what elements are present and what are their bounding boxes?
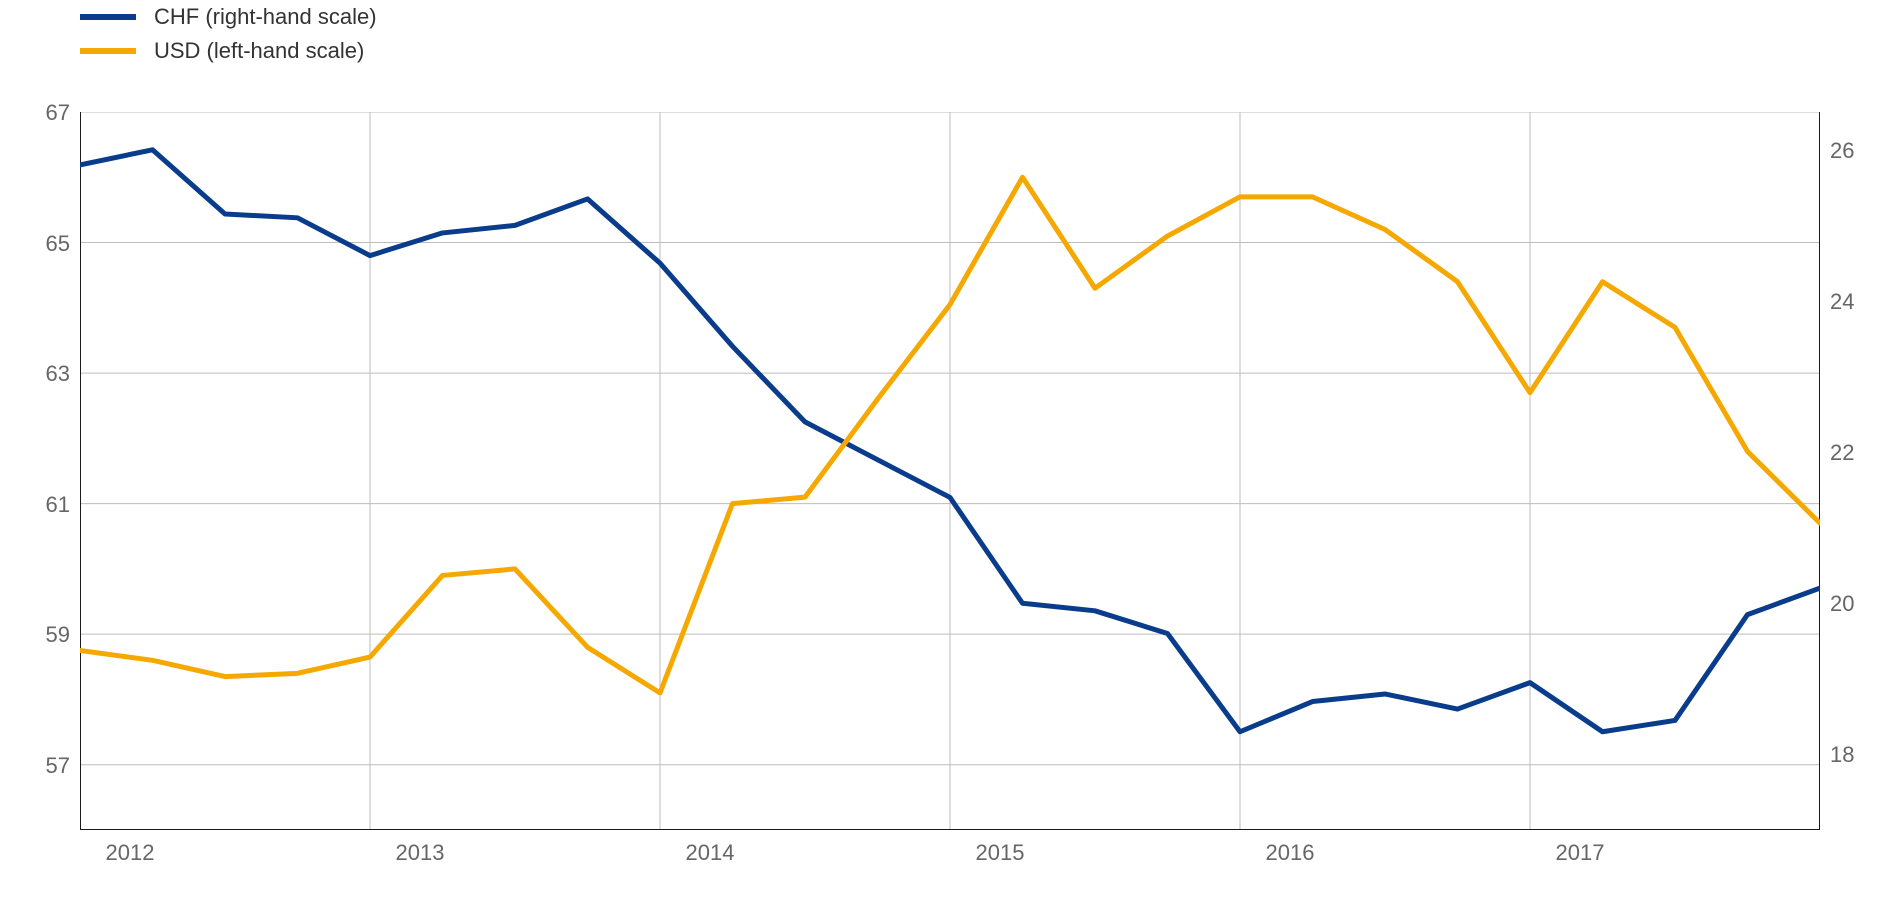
x-tick: 2017 xyxy=(1520,840,1640,866)
y-right-tick: 20 xyxy=(1830,591,1890,617)
y-left-tick: 65 xyxy=(10,231,70,257)
y-right-tick: 26 xyxy=(1830,138,1890,164)
dual-axis-line-chart: CHF (right-hand scale) USD (left-hand sc… xyxy=(0,0,1890,897)
y-left-tick: 67 xyxy=(10,100,70,126)
x-tick: 2016 xyxy=(1230,840,1350,866)
x-tick: 2012 xyxy=(70,840,190,866)
y-left-tick: 57 xyxy=(10,753,70,779)
y-left-tick: 59 xyxy=(10,622,70,648)
y-left-tick: 61 xyxy=(10,492,70,518)
y-right-tick: 24 xyxy=(1830,289,1890,315)
y-left-tick: 63 xyxy=(10,361,70,387)
x-tick: 2015 xyxy=(940,840,1060,866)
x-tick: 2014 xyxy=(650,840,770,866)
chart-svg xyxy=(80,112,1820,830)
y-right-tick: 22 xyxy=(1830,440,1890,466)
y-right-tick: 18 xyxy=(1830,742,1890,768)
plot-area: 57 59 61 63 65 67 18 20 22 24 26 2012 2013 2014 2015 20… xyxy=(0,0,1890,897)
x-tick: 2013 xyxy=(360,840,480,866)
